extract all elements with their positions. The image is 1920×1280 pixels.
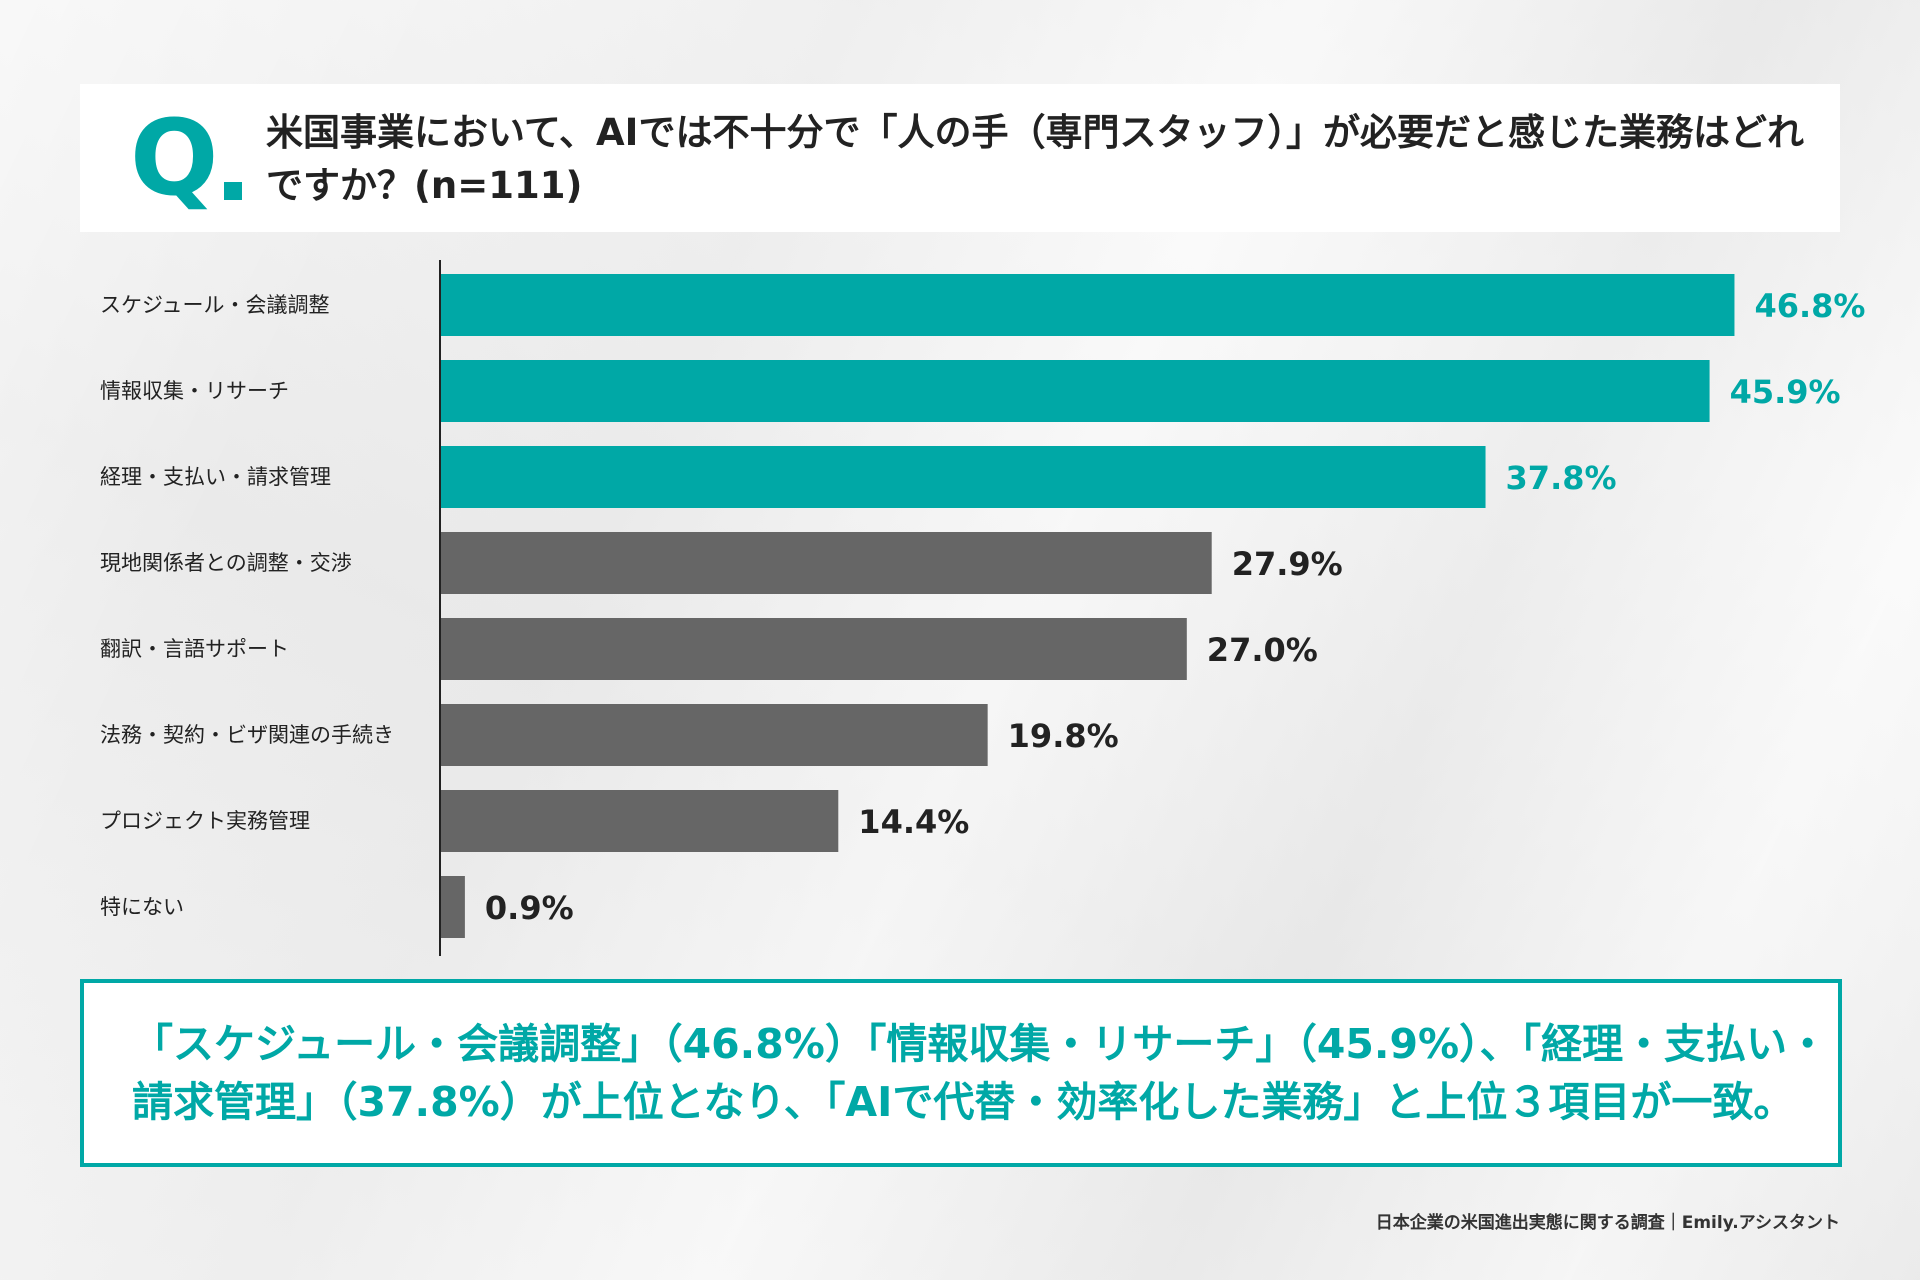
value-label: 27.9% [1232, 545, 1343, 583]
question-box: Q 米国事業において、AIでは不十分で「人の手（専門スタッフ）」が必要だと感じた… [80, 84, 1840, 232]
source-footer: 日本企業の米国進出実態に関する調査｜Emily.アシスタント [1375, 1213, 1840, 1233]
bar [440, 618, 1187, 680]
summary-text: 「スケジュール・会議調整」（46.8%）「情報収集・リサーチ」（45.9%）、「… [132, 1020, 1829, 1126]
value-label: 27.0% [1207, 631, 1318, 669]
category-label: 法務・契約・ビザ関連の手続き [100, 723, 394, 747]
bar [440, 876, 465, 938]
question-mark-letter: Q [130, 97, 219, 219]
bar [440, 360, 1710, 422]
value-label: 37.8% [1506, 459, 1617, 497]
value-label: 45.9% [1730, 373, 1841, 411]
bar [440, 704, 988, 766]
category-label: 翻訳・言語サポート [100, 637, 289, 661]
bar [440, 274, 1735, 336]
value-label: 0.9% [485, 889, 574, 927]
category-label: スケジュール・会議調整 [100, 293, 330, 317]
category-label: プロジェクト実務管理 [100, 809, 310, 833]
summary-box: 「スケジュール・会議調整」（46.8%）「情報収集・リサーチ」（45.9%）、「… [80, 979, 1842, 1167]
category-label: 経理・支払い・請求管理 [100, 465, 331, 489]
bar [440, 532, 1212, 594]
category-label: 情報収集・リサーチ [100, 379, 289, 403]
bar-chart: スケジュール・会議調整情報収集・リサーチ経理・支払い・請求管理現地関係者との調整… [100, 260, 1865, 956]
question-mark-dot [224, 182, 242, 200]
question-text: 米国事業において、AIでは不十分で「人の手（専門スタッフ）」が必要だと感じた業務… [266, 111, 1804, 207]
value-label: 46.8% [1754, 287, 1865, 325]
bar [440, 790, 839, 852]
category-label: 現地関係者との調整・交渉 [100, 551, 352, 575]
bar [440, 446, 1486, 508]
category-label: 特にない [100, 895, 184, 919]
value-label: 19.8% [1008, 717, 1119, 755]
value-label: 14.4% [858, 803, 969, 841]
